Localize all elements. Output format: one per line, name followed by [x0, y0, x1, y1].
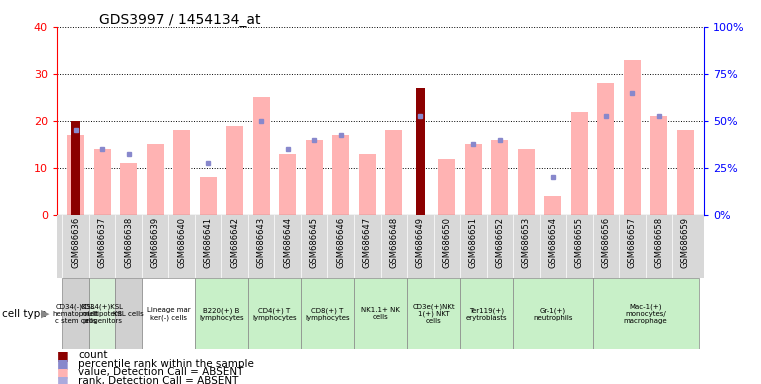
Bar [248, 278, 301, 349]
Text: GSM686657: GSM686657 [628, 217, 637, 268]
Text: GSM686649: GSM686649 [416, 217, 425, 268]
Bar [253, 98, 270, 215]
Bar [465, 144, 482, 215]
Text: GSM686636: GSM686636 [71, 217, 80, 268]
Text: ■: ■ [57, 357, 68, 370]
Bar [195, 278, 248, 349]
Bar [279, 154, 296, 215]
Bar [358, 154, 376, 215]
Bar [407, 278, 460, 349]
Bar [460, 278, 513, 349]
Text: GSM686654: GSM686654 [549, 217, 557, 268]
Text: percentile rank within the sample: percentile rank within the sample [78, 359, 254, 369]
Bar [89, 278, 116, 349]
Bar [416, 88, 425, 215]
Bar [173, 131, 190, 215]
Bar [62, 278, 89, 349]
Bar [147, 144, 164, 215]
Text: GDS3997 / 1454134_at: GDS3997 / 1454134_at [99, 13, 260, 27]
Text: GSM686646: GSM686646 [336, 217, 345, 268]
Text: GSM686641: GSM686641 [204, 217, 212, 268]
Bar [491, 140, 508, 215]
Text: CD34(-)KSL
hematopoieit
c stem cells: CD34(-)KSL hematopoieit c stem cells [53, 304, 99, 324]
Text: NK1.1+ NK
cells: NK1.1+ NK cells [361, 308, 400, 320]
Text: GSM686648: GSM686648 [390, 217, 398, 268]
Text: GSM686656: GSM686656 [601, 217, 610, 268]
Text: GSM686644: GSM686644 [283, 217, 292, 268]
Text: ▶: ▶ [41, 309, 49, 319]
Text: Mac-1(+)
monocytes/
macrophage: Mac-1(+) monocytes/ macrophage [624, 304, 667, 324]
Bar [513, 278, 593, 349]
Text: GSM686651: GSM686651 [469, 217, 478, 268]
Text: GSM686643: GSM686643 [256, 217, 266, 268]
Bar [120, 163, 137, 215]
Text: Lineage mar
ker(-) cells: Lineage mar ker(-) cells [147, 307, 190, 321]
Text: count: count [78, 350, 108, 360]
Text: GSM686637: GSM686637 [97, 217, 107, 268]
Text: GSM686642: GSM686642 [230, 217, 239, 268]
Text: GSM686658: GSM686658 [654, 217, 664, 268]
Text: CD8(+) T
lymphocytes: CD8(+) T lymphocytes [305, 307, 350, 321]
Text: value, Detection Call = ABSENT: value, Detection Call = ABSENT [78, 367, 244, 377]
Bar [332, 135, 349, 215]
Bar [677, 131, 694, 215]
Bar [306, 140, 323, 215]
Text: rank, Detection Call = ABSENT: rank, Detection Call = ABSENT [78, 376, 239, 384]
Text: Ter119(+)
erytroblasts: Ter119(+) erytroblasts [466, 307, 508, 321]
Bar [438, 159, 455, 215]
Text: GSM686639: GSM686639 [151, 217, 160, 268]
Bar [624, 60, 641, 215]
Text: GSM686650: GSM686650 [442, 217, 451, 268]
Text: CD4(+) T
lymphocytes: CD4(+) T lymphocytes [252, 307, 297, 321]
Text: B220(+) B
lymphocytes: B220(+) B lymphocytes [199, 307, 244, 321]
Bar [593, 278, 699, 349]
Bar [597, 83, 614, 215]
Bar [226, 126, 244, 215]
Text: GSM686638: GSM686638 [124, 217, 133, 268]
Text: GSM686652: GSM686652 [495, 217, 505, 268]
Bar [354, 278, 407, 349]
Bar [571, 112, 588, 215]
Bar [71, 121, 81, 215]
Bar [301, 278, 354, 349]
Text: GSM686655: GSM686655 [575, 217, 584, 268]
Text: KSL cells: KSL cells [113, 311, 144, 317]
Text: GSM686659: GSM686659 [681, 217, 690, 268]
Bar [517, 149, 535, 215]
Text: GSM686647: GSM686647 [363, 217, 371, 268]
Bar [142, 278, 195, 349]
Bar [650, 116, 667, 215]
Bar [199, 177, 217, 215]
Text: cell type: cell type [2, 309, 46, 319]
Bar [544, 196, 562, 215]
Bar [116, 278, 142, 349]
Bar [385, 131, 403, 215]
Bar [67, 135, 84, 215]
Text: ■: ■ [57, 366, 68, 379]
Text: GSM686653: GSM686653 [522, 217, 531, 268]
Text: Gr-1(+)
neutrophils: Gr-1(+) neutrophils [533, 307, 572, 321]
Text: CD3e(+)NKt
1(+) NKT
cells: CD3e(+)NKt 1(+) NKT cells [412, 303, 455, 324]
Text: CD34(+)KSL
multipotent
progenitors: CD34(+)KSL multipotent progenitors [81, 304, 123, 324]
Text: ■: ■ [57, 374, 68, 384]
Text: GSM686645: GSM686645 [310, 217, 319, 268]
Text: ■: ■ [57, 349, 68, 362]
Bar [94, 149, 111, 215]
Text: GSM686640: GSM686640 [177, 217, 186, 268]
